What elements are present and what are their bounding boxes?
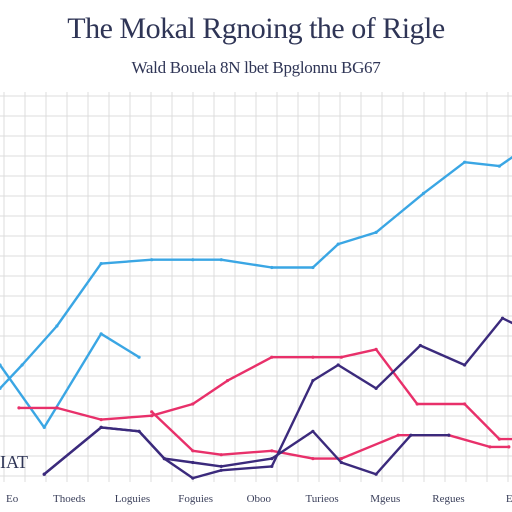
series-4-point <box>311 379 315 383</box>
corner-label: IAT <box>0 452 28 472</box>
series-1-point <box>99 332 103 336</box>
x-tick-label: Eo <box>6 493 19 505</box>
series-4-point <box>374 386 378 390</box>
series-2-point <box>150 414 154 418</box>
series-5-point <box>447 433 451 437</box>
chart-subtitle: Wald Bouela 8N lbet Bpglonnu BG67 <box>131 58 381 77</box>
series-2-point <box>497 437 501 441</box>
series-5-point <box>219 464 223 468</box>
x-tick-label: Loguies <box>115 493 150 505</box>
series-2-point <box>339 355 343 359</box>
x-tick-label: Regues <box>432 493 464 505</box>
series-2-point <box>270 355 274 359</box>
series-5-point <box>409 433 413 437</box>
series-3-point <box>488 445 492 449</box>
series-0-point <box>20 363 24 367</box>
chart-title: The Mokal Rgnoing the of Rigle <box>67 12 445 45</box>
series-0-point <box>191 258 195 262</box>
series-3-point <box>150 410 154 414</box>
series-3-point <box>339 457 343 461</box>
series-3-point <box>270 449 274 453</box>
x-tick-label: Ee <box>506 493 512 505</box>
series-0-point <box>462 160 467 164</box>
series-4-point <box>336 363 340 367</box>
series-3-point <box>311 457 315 461</box>
series-2-point <box>99 418 103 422</box>
series-3-point <box>219 453 223 457</box>
x-tick-label: Oboo <box>247 493 272 505</box>
series-2-point <box>311 355 315 359</box>
x-tick-label: Turieos <box>305 493 338 505</box>
series-4-point <box>191 476 195 480</box>
series-4-point <box>219 468 223 472</box>
series-4-point <box>462 363 467 367</box>
series-0-point <box>99 262 103 266</box>
series-0-point <box>374 230 378 234</box>
series-5-point <box>270 457 274 461</box>
series-1-point <box>137 355 141 359</box>
series-0-point <box>270 265 274 270</box>
series-5-point <box>42 472 46 476</box>
series-5-point <box>339 460 343 465</box>
x-tick-label: Foguies <box>178 493 213 505</box>
series-line-2 <box>17 348 512 441</box>
series-4-point <box>500 316 505 320</box>
series-5-point <box>311 429 315 433</box>
series-3-point <box>507 445 511 449</box>
x-axis-ticks: Eo Thoeds Loguies Foguies Oboo Turieos Mgeus Re… <box>6 493 512 505</box>
series-1-point <box>42 425 46 429</box>
series-2-point <box>415 402 419 406</box>
series-4-point <box>418 343 422 348</box>
series-0-point <box>421 191 426 195</box>
series-0-point <box>150 258 154 262</box>
series-0-point <box>311 265 315 270</box>
series-0-point <box>0 386 2 390</box>
x-tick-label: Mgeus <box>370 493 400 505</box>
series-line-0 <box>0 155 512 390</box>
series-0-point <box>55 324 59 328</box>
series-5-point <box>99 425 103 429</box>
series-4-point <box>270 464 274 468</box>
series-2-point <box>225 379 230 383</box>
series-2-point <box>462 402 467 406</box>
series-5-point <box>162 457 166 461</box>
series-3-point <box>191 449 195 453</box>
series-1-point <box>0 363 2 367</box>
series-5-point <box>374 472 378 476</box>
series-line-1 <box>0 332 141 429</box>
series-0-point <box>336 242 340 246</box>
series-2-point <box>374 347 378 351</box>
series-3-point <box>396 433 400 437</box>
x-tick-label: Thoeds <box>53 493 85 505</box>
series-line-3 <box>150 410 510 460</box>
series-line-5 <box>43 426 450 476</box>
series-5-point <box>191 460 195 465</box>
series-2-point <box>17 406 21 410</box>
series-0-point <box>219 258 223 262</box>
series-0-point <box>497 164 501 168</box>
series-5-point <box>137 429 141 433</box>
series-2-point <box>191 402 195 406</box>
series-2-point <box>55 406 59 410</box>
chart-grid <box>0 92 512 482</box>
series-layer <box>0 155 512 480</box>
